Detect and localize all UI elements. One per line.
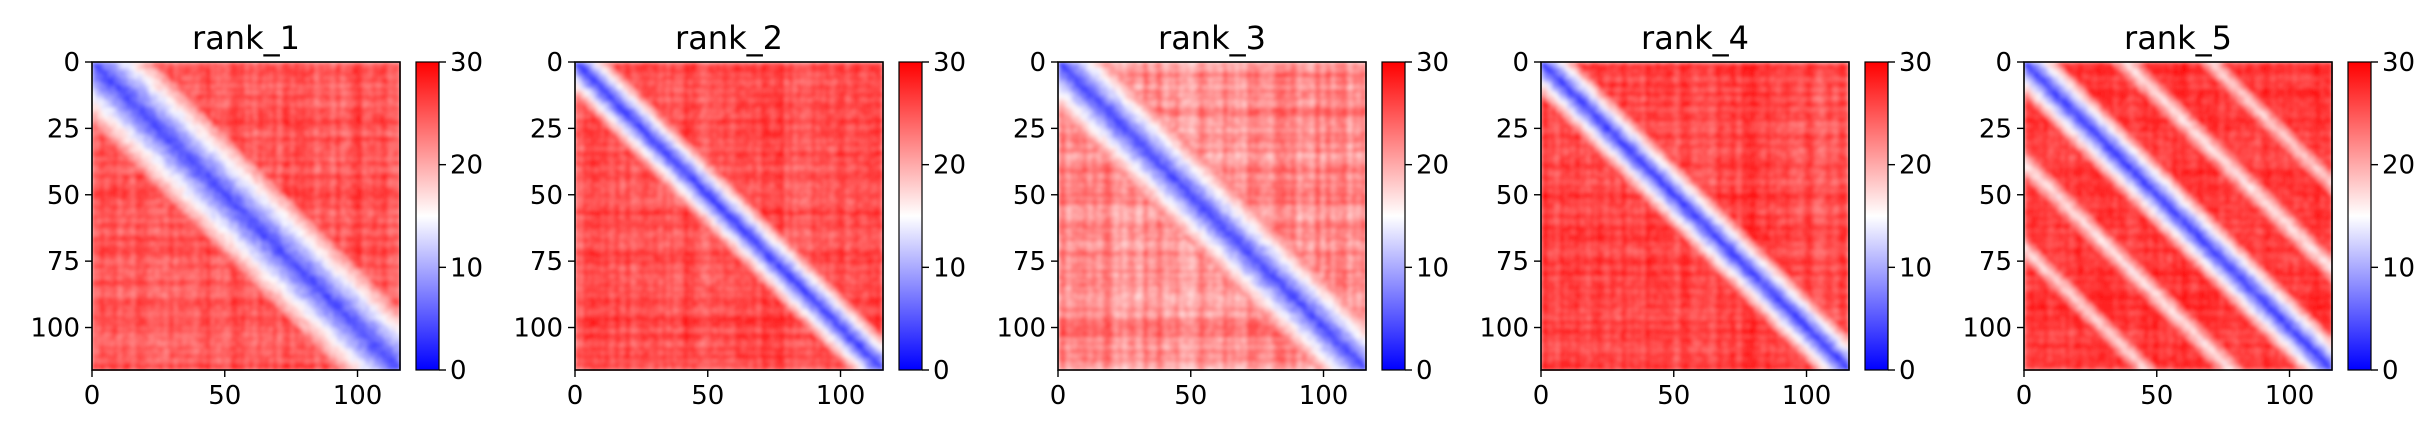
heatmap-cells xyxy=(92,62,401,371)
panel-title: rank_1 xyxy=(192,19,300,57)
